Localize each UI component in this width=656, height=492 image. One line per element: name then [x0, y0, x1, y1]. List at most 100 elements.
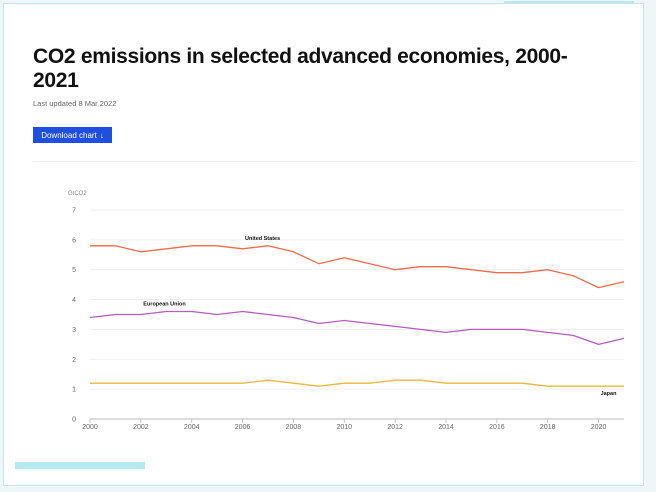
x-tick-label: 2010 [336, 424, 352, 431]
data-point-japan [496, 382, 498, 384]
data-point-european-union [597, 343, 599, 345]
data-point-united-states [572, 274, 574, 276]
data-point-united-states [496, 272, 498, 274]
last-updated: Last updated 8 Mar 2022 [33, 99, 117, 108]
series-label-japan: Japan [601, 391, 618, 397]
data-point-united-states [216, 245, 218, 247]
data-point-european-union [241, 310, 243, 312]
data-point-european-union [89, 316, 91, 318]
line-chart: GtCO2 0 1 2 3 4 5 6 7 2000 2002 2004 2006 2008 2010 201… [68, 191, 625, 431]
data-point-european-union [267, 313, 269, 315]
x-tick-label: 2008 [286, 424, 302, 431]
data-point-united-states [623, 280, 625, 282]
x-tick-label: 2006 [235, 424, 251, 431]
y-tick-label: 7 [72, 208, 76, 215]
data-point-japan [89, 382, 91, 384]
arrow-down-icon: ↓ [99, 130, 104, 140]
data-point-european-union [445, 331, 447, 333]
data-point-united-states [419, 266, 421, 268]
data-point-japan [623, 385, 625, 387]
series-label-united-states: United States [245, 236, 280, 242]
chart-card: CO2 emissions in selected advanced econo… [3, 3, 644, 486]
data-point-japan [547, 385, 549, 387]
data-point-japan [191, 382, 193, 384]
chart-panel: GtCO2 0 1 2 3 4 5 6 7 2000 2002 2004 2006 2008 2010 201… [33, 161, 637, 438]
y-tick-label: 0 [72, 417, 76, 424]
data-point-european-union [318, 322, 320, 324]
data-point-united-states [597, 286, 599, 288]
data-point-united-states [140, 251, 142, 253]
data-point-european-union [394, 325, 396, 327]
data-point-european-union [547, 331, 549, 333]
data-point-european-union [572, 334, 574, 336]
data-point-japan [165, 382, 167, 384]
data-point-japan [318, 385, 320, 387]
data-point-united-states [89, 245, 91, 247]
data-point-japan [597, 385, 599, 387]
data-point-japan [114, 382, 116, 384]
data-point-united-states [114, 245, 116, 247]
data-point-united-states [318, 263, 320, 265]
data-point-european-union [343, 319, 345, 321]
y-tick-label: 3 [72, 327, 76, 334]
data-point-united-states [165, 248, 167, 250]
x-tick-label: 2020 [591, 424, 607, 431]
data-point-japan [267, 379, 269, 381]
page-title: CO2 emissions in selected advanced econo… [33, 45, 568, 92]
download-chart-button[interactable]: Download chart ↓ [33, 127, 112, 143]
accent-bar-bottom [15, 462, 145, 469]
data-point-japan [470, 382, 472, 384]
series-label-european-union: European Union [143, 302, 186, 308]
data-point-european-union [496, 328, 498, 330]
data-point-united-states [470, 269, 472, 271]
download-chart-label: Download chart [41, 130, 97, 140]
data-point-japan [572, 385, 574, 387]
data-point-japan [241, 382, 243, 384]
series-line-japan [90, 379, 624, 387]
y-tick-label: 6 [72, 237, 76, 244]
data-point-european-union [114, 313, 116, 315]
x-tick-label: 2018 [540, 424, 556, 431]
data-point-united-states [521, 272, 523, 274]
x-tick-label: 2012 [387, 424, 403, 431]
series-line-united-states [90, 245, 625, 289]
series-line-european-union [89, 310, 625, 346]
x-tick-label: 2000 [82, 424, 98, 431]
data-point-japan [521, 382, 523, 384]
data-point-japan [369, 382, 371, 384]
data-point-european-union [216, 313, 218, 315]
data-point-japan [216, 382, 218, 384]
data-point-united-states [267, 245, 269, 247]
data-point-japan [292, 382, 294, 384]
y-tick-label: 2 [72, 357, 76, 364]
data-point-european-union [623, 337, 625, 339]
data-point-united-states [547, 269, 549, 271]
data-point-european-union [419, 328, 421, 330]
y-tick-label: 4 [72, 297, 76, 304]
data-point-united-states [394, 269, 396, 271]
data-point-united-states [292, 251, 294, 253]
x-tick-label: 2014 [438, 424, 454, 431]
x-tick-label: 2004 [184, 424, 200, 431]
data-point-japan [343, 382, 345, 384]
data-point-united-states [445, 266, 447, 268]
data-point-european-union [292, 316, 294, 318]
data-point-united-states [343, 257, 345, 259]
data-point-european-union [191, 310, 193, 312]
x-tick-label: 2016 [489, 424, 505, 431]
data-point-european-union [521, 328, 523, 330]
data-point-european-union [165, 310, 167, 312]
data-point-united-states [241, 248, 243, 250]
data-point-japan [140, 382, 142, 384]
data-point-united-states [369, 263, 371, 265]
y-tick-label: 1 [72, 387, 76, 394]
data-point-united-states [191, 245, 193, 247]
y-tick-label: 5 [72, 267, 76, 274]
data-point-japan [419, 379, 421, 381]
data-point-european-union [369, 322, 371, 324]
data-point-japan [445, 382, 447, 384]
y-axis-unit-label: GtCO2 [68, 191, 87, 197]
data-point-european-union [470, 328, 472, 330]
x-tick-label: 2002 [133, 424, 149, 431]
data-point-japan [394, 379, 396, 381]
